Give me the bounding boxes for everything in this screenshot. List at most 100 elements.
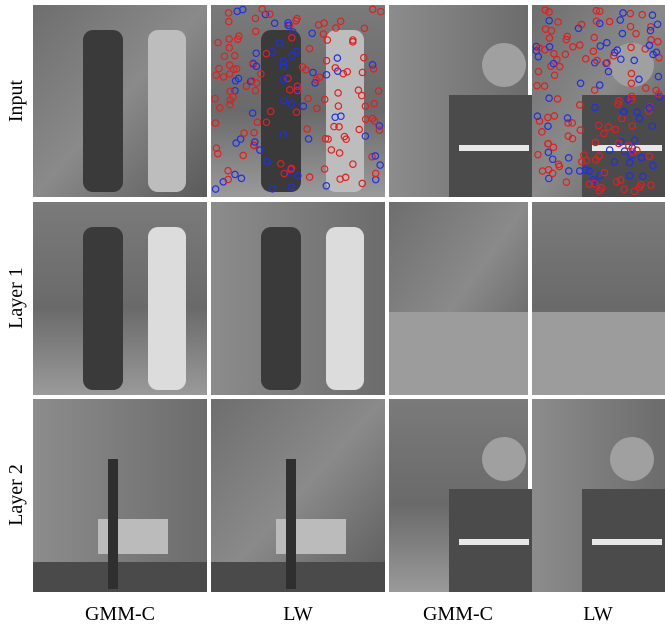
feature-point: [327, 146, 336, 154]
feature-point: [647, 181, 655, 190]
feature-point: [303, 125, 311, 133]
feature-point: [645, 41, 654, 50]
feature-point: [279, 57, 287, 66]
image-panel: [33, 399, 207, 592]
feature-point: [252, 62, 261, 71]
stripe: [592, 539, 662, 545]
feature-point: [649, 161, 657, 170]
feature-point: [250, 128, 258, 137]
feature-point: [614, 139, 623, 148]
feature-point: [361, 102, 370, 110]
feature-point: [603, 58, 611, 67]
feature-point: [591, 156, 600, 164]
feature-point: [575, 101, 584, 109]
feature-point: [252, 49, 260, 58]
column-label: GMM-C: [85, 603, 155, 625]
feature-point: [534, 67, 543, 76]
feature-point: [642, 84, 650, 92]
feature-point: [248, 76, 256, 85]
feature-point: [648, 122, 657, 131]
feature-point: [375, 122, 384, 130]
feature-point: [563, 114, 572, 122]
feature-point: [284, 74, 292, 83]
feature-point: [562, 178, 571, 186]
feature-point: [610, 48, 619, 57]
feature-point: [212, 144, 221, 152]
feature-point: [305, 44, 314, 53]
feature-point: [614, 100, 622, 108]
feature-point: [544, 122, 552, 130]
silhouette: [326, 227, 364, 390]
feature-point: [280, 96, 288, 105]
feature-point: [323, 36, 332, 44]
feature-point: [292, 108, 301, 116]
feature-point: [287, 100, 296, 108]
feature-point: [375, 126, 384, 135]
feature-point: [293, 82, 302, 90]
feature-point: [589, 175, 598, 184]
feature-point: [577, 20, 586, 29]
feature-point: [625, 141, 633, 150]
feature-point: [374, 87, 383, 95]
feature-point: [565, 167, 573, 175]
feature-point: [612, 178, 621, 186]
column-label: LW: [283, 603, 313, 625]
feature-point: [554, 18, 562, 26]
feature-point: [592, 6, 601, 15]
feature-point: [233, 7, 241, 16]
feature-point: [368, 152, 376, 161]
feature-point: [279, 75, 288, 84]
feature-point: [284, 21, 293, 30]
feature-point: [620, 185, 629, 193]
feature-point: [242, 82, 251, 90]
feature-point: [234, 74, 243, 83]
feature-point: [541, 6, 550, 14]
feature-point: [620, 147, 629, 155]
feature-point: [336, 17, 345, 26]
feature-point: [635, 114, 644, 123]
feature-point: [627, 92, 636, 101]
feature-point: [225, 61, 234, 69]
feature-point: [628, 148, 637, 156]
silhouette: [148, 30, 186, 192]
feature-point: [590, 86, 599, 94]
feature-point: [538, 128, 546, 136]
feature-point: [322, 181, 331, 190]
image: [211, 399, 385, 592]
feature-point: [256, 146, 264, 154]
feature-point: [590, 33, 598, 42]
feature-point: [626, 171, 634, 180]
feature-point: [262, 118, 271, 127]
feature-point: [581, 55, 590, 63]
column-label: GMM-C: [423, 603, 493, 625]
feature-point: [288, 34, 296, 42]
feature-point: [575, 41, 584, 49]
feature-point: [229, 65, 238, 74]
feature-point: [235, 32, 243, 40]
feature-point: [611, 125, 620, 134]
feature-point: [533, 81, 541, 90]
row-label: Layer 2: [5, 464, 27, 526]
feature-point: [544, 148, 553, 157]
feature-point: [292, 47, 301, 56]
feature-point: [226, 87, 234, 96]
feature-point: [616, 176, 625, 184]
feature-point: [550, 71, 559, 80]
feature-point: [294, 171, 302, 180]
feature-point: [270, 19, 279, 27]
feature-point: [263, 157, 272, 166]
feature-point: [594, 121, 603, 130]
feature-point: [332, 24, 340, 32]
feature-point: [637, 153, 646, 162]
feature-point: [585, 167, 593, 175]
feature-point: [335, 149, 344, 157]
feature-point: [309, 68, 317, 77]
feature-point: [604, 67, 613, 76]
feature-point: [628, 122, 637, 130]
feature-point: [232, 139, 240, 147]
feature-point: [336, 175, 344, 183]
feature-point: [216, 103, 224, 112]
feature-point: [549, 59, 558, 68]
feature-point: [568, 119, 577, 127]
feature-point: [371, 152, 380, 160]
